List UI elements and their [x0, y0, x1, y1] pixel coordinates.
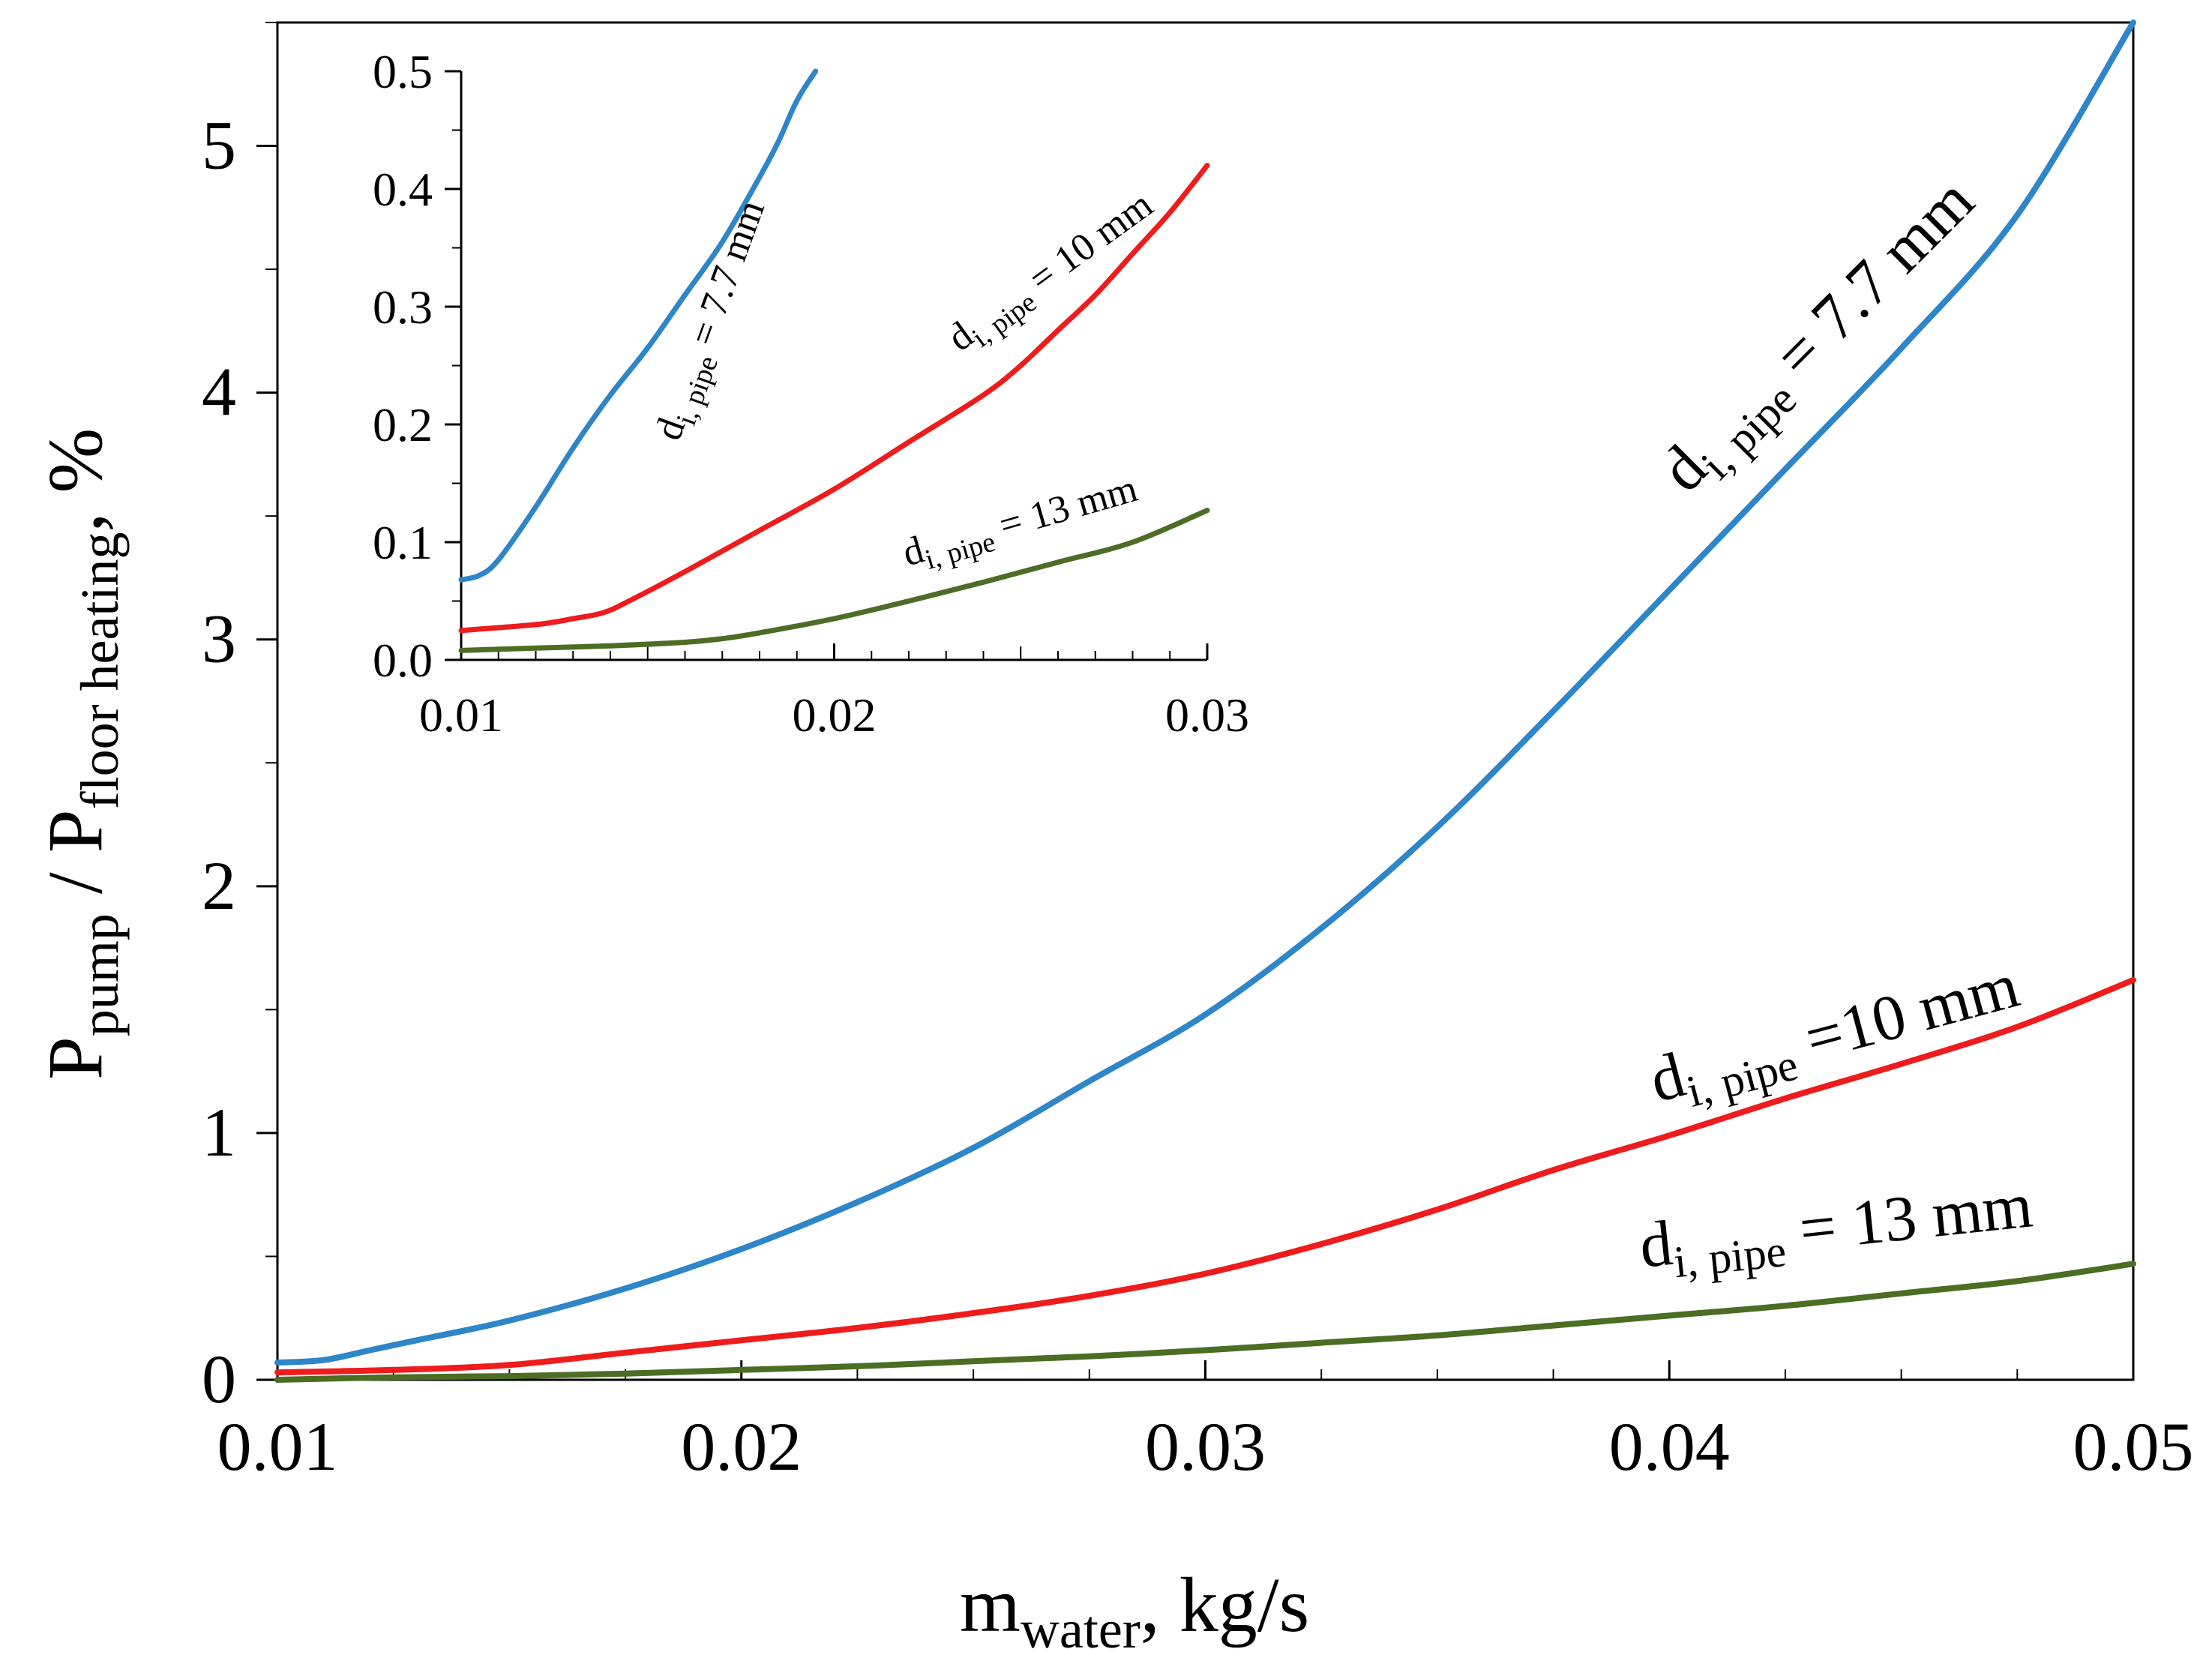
y-tick-label: 0 — [202, 1341, 236, 1417]
y-tick-label: 4 — [202, 354, 236, 430]
inset-y-tick-label: 0.3 — [373, 280, 433, 334]
inset-ticks — [445, 70, 1209, 661]
inset-y-tick-label: 0.2 — [373, 398, 433, 451]
y-tick-label: 3 — [202, 601, 236, 677]
x-tick-label: 0.03 — [1145, 1408, 1266, 1485]
inset-y-tick-label: 0.1 — [373, 516, 433, 569]
x-tick-label: 0.01 — [217, 1408, 338, 1485]
x-tick-label: 0.05 — [2073, 1408, 2194, 1485]
inset-y-tick-label: 0.0 — [373, 634, 433, 687]
inset-tick-labels: 0.01 0.02 0.03 0.0 0.1 0.2 0.3 0.4 0.5 — [373, 45, 1249, 742]
main-series-line-1 — [274, 976, 2136, 1376]
main-series-line-2 — [274, 1261, 2136, 1383]
x-axis-title: mwater, kg/s — [960, 1562, 1309, 1660]
inset-series-line-1 — [458, 163, 1210, 634]
x-tick-label: 0.02 — [681, 1408, 802, 1485]
main-series-lines — [274, 19, 2136, 1383]
y-tick-label: 1 — [202, 1094, 236, 1171]
inset-x-tick-label: 0.01 — [419, 688, 503, 742]
inset-series-lines — [458, 68, 1210, 653]
inset-x-tick-label: 0.02 — [793, 688, 877, 742]
inset-series-line-2 — [458, 508, 1210, 653]
main-series-line-0 — [274, 19, 2136, 1366]
main-tick-labels: 0.01 0.02 0.03 0.04 0.05 0 1 2 3 4 5 — [202, 107, 2194, 1485]
inset-y-tick-label: 0.4 — [373, 163, 433, 216]
y-tick-label: 5 — [202, 107, 236, 184]
inset-y-tick-label: 0.5 — [373, 45, 433, 98]
inset-series-line-0 — [458, 68, 819, 583]
y-tick-label: 2 — [202, 847, 236, 924]
inset-x-tick-label: 0.03 — [1165, 688, 1249, 742]
x-tick-label: 0.04 — [1609, 1408, 1730, 1485]
y-axis-title: Ppump / Pfloor heating, % — [32, 428, 130, 1080]
